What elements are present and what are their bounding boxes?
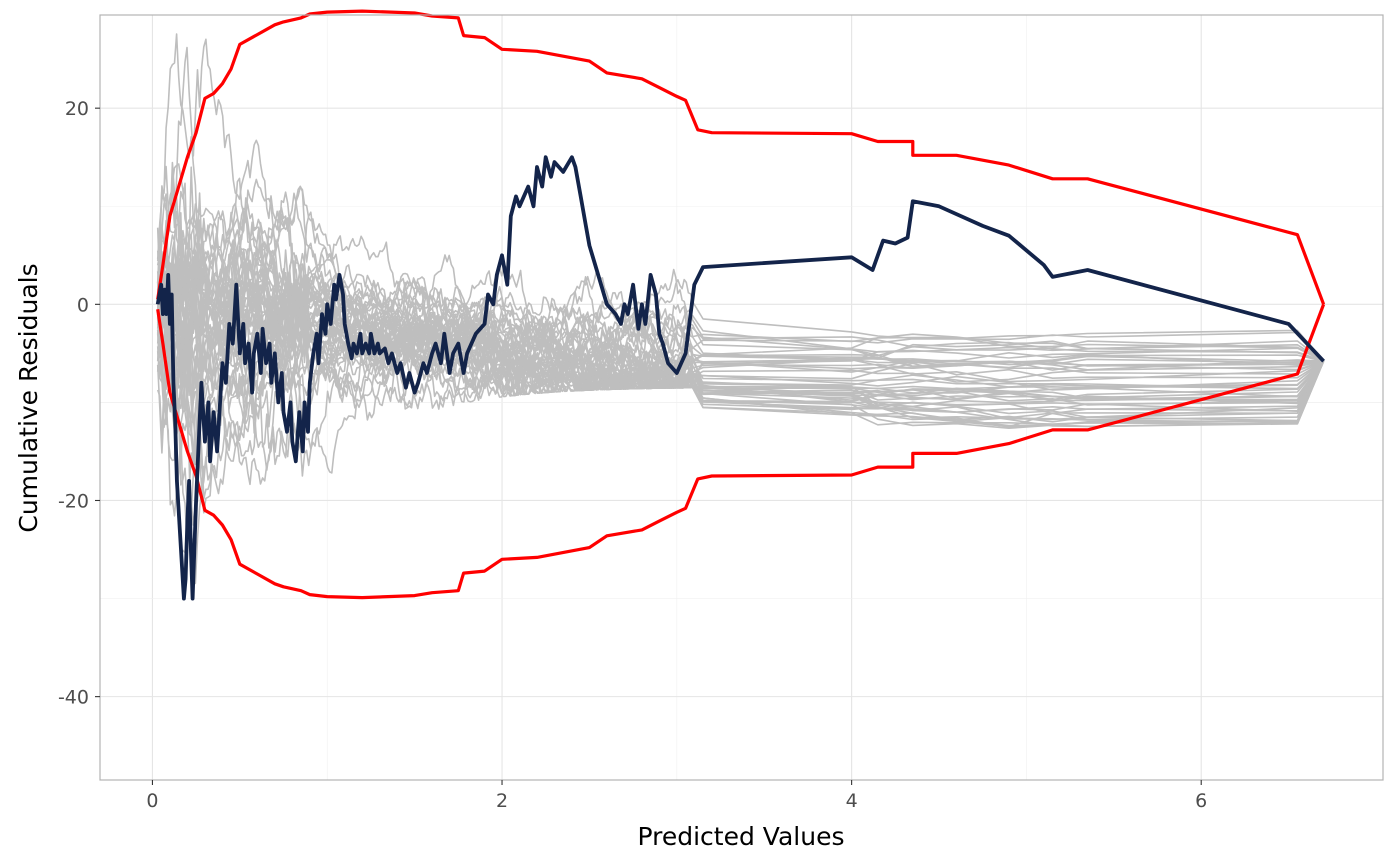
y-axis-title: Cumulative Residuals xyxy=(14,263,43,532)
y-tick-label: -20 xyxy=(58,490,89,512)
axis-ticks: 0 2 4 6 -40 -20 0 20 xyxy=(58,98,1207,812)
confidence-bounds xyxy=(156,9,1326,600)
y-tick-label: 0 xyxy=(77,294,89,316)
y-tick-label: 20 xyxy=(65,98,89,120)
observed-residual-line xyxy=(155,155,1325,601)
simulated-path-line xyxy=(157,274,1325,401)
simulated-path-line xyxy=(156,243,1324,386)
x-tick-label: 4 xyxy=(846,790,858,812)
upper-bound-line xyxy=(156,9,1326,305)
x-tick-label: 2 xyxy=(496,790,508,812)
observed-path xyxy=(155,155,1325,601)
panel-border xyxy=(99,14,1384,781)
x-tick-label: 0 xyxy=(146,790,158,812)
x-axis-title: Predicted Values xyxy=(638,822,845,851)
lower-bound-line xyxy=(156,303,1326,600)
y-tick-label: -40 xyxy=(58,687,89,709)
x-tick-label: 6 xyxy=(1195,790,1207,812)
